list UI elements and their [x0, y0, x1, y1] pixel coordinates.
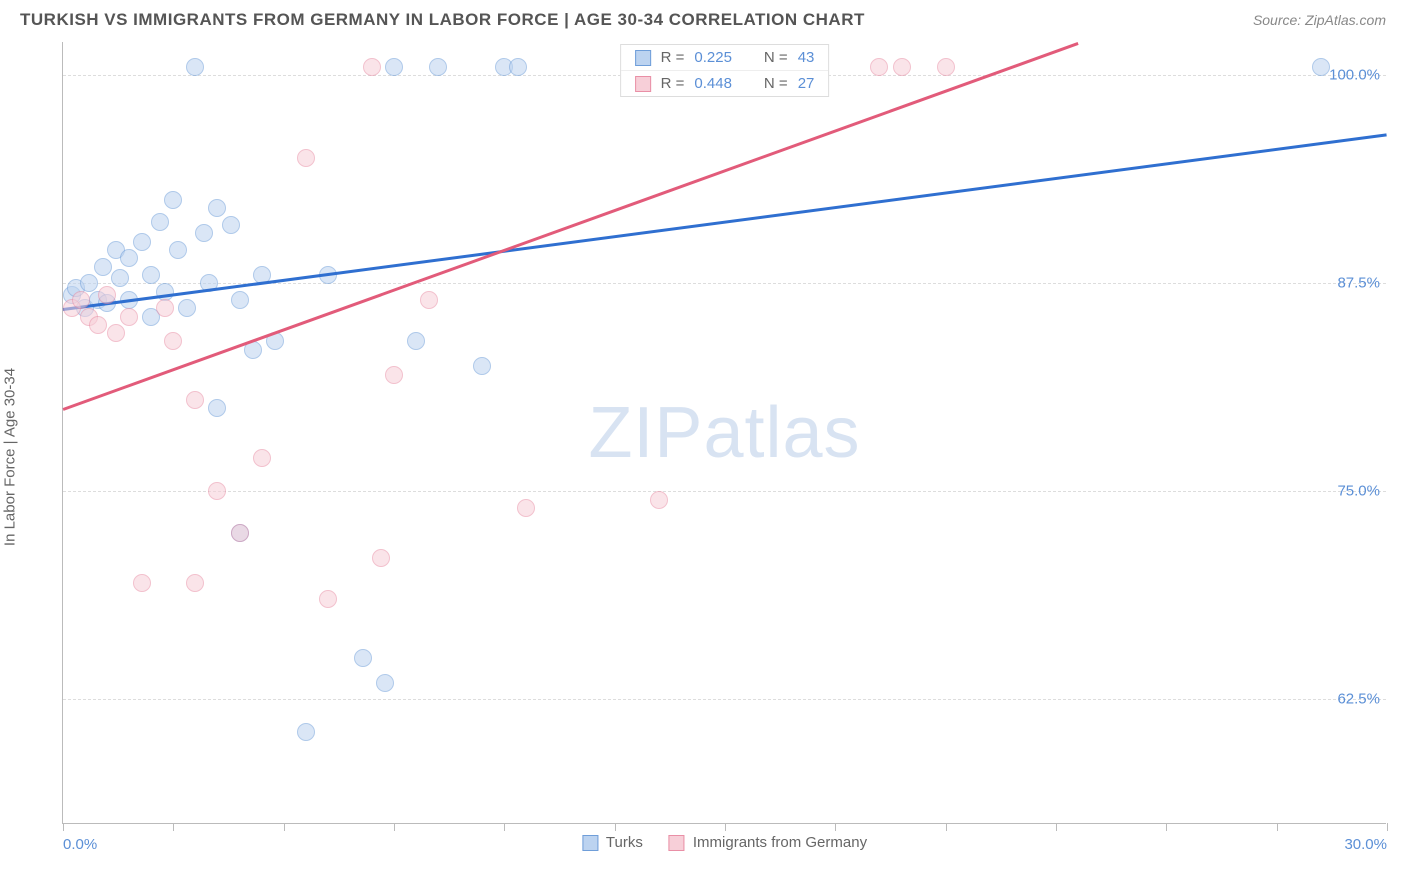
chart-container: In Labor Force | Age 30-34 ZIPatlas R =0… — [20, 42, 1386, 872]
chart-source: Source: ZipAtlas.com — [1253, 12, 1386, 28]
data-point-turks — [509, 58, 527, 76]
series-legend-label: Turks — [606, 834, 643, 851]
x-tick — [63, 823, 64, 831]
data-point-germany — [89, 316, 107, 334]
data-point-germany — [363, 58, 381, 76]
x-tick — [946, 823, 947, 831]
legend-n-label: N = — [764, 75, 788, 92]
data-point-germany — [156, 299, 174, 317]
data-point-turks — [222, 216, 240, 234]
data-point-germany — [893, 58, 911, 76]
data-point-turks — [195, 224, 213, 242]
x-tick — [504, 823, 505, 831]
data-point-germany — [937, 58, 955, 76]
x-tick — [1277, 823, 1278, 831]
data-point-germany — [870, 58, 888, 76]
data-point-turks — [208, 399, 226, 417]
legend-n-value: 27 — [798, 75, 815, 92]
data-point-turks — [407, 332, 425, 350]
correlation-legend: R = 0.225 N = 43 R = 0.448 N = 27 — [620, 44, 830, 97]
plot-area: ZIPatlas R =0.225N =43R =0.448N =27 Turk… — [62, 42, 1386, 824]
data-point-germany — [186, 391, 204, 409]
x-tick — [615, 823, 616, 831]
x-tick — [1387, 823, 1388, 831]
x-tick — [284, 823, 285, 831]
data-point-turks — [297, 723, 315, 741]
y-tick-label: 62.5% — [1337, 691, 1380, 708]
data-point-turks — [164, 191, 182, 209]
watermark: ZIPatlas — [588, 392, 860, 474]
data-point-germany — [186, 574, 204, 592]
legend-r-label: R = — [661, 75, 685, 92]
data-point-germany — [385, 366, 403, 384]
data-point-germany — [107, 324, 125, 342]
data-point-turks — [111, 269, 129, 287]
data-point-germany — [164, 332, 182, 350]
legend-row-germany: R = 0.448 N = 27 — [621, 70, 829, 96]
legend-swatch — [582, 835, 598, 851]
data-point-germany — [133, 574, 151, 592]
data-point-germany — [253, 449, 271, 467]
data-point-germany — [517, 499, 535, 517]
legend-r-label: R = — [661, 49, 685, 66]
chart-title: TURKISH VS IMMIGRANTS FROM GERMANY IN LA… — [20, 10, 865, 30]
data-point-germany — [98, 286, 116, 304]
x-tick — [173, 823, 174, 831]
series-legend-item-turks: Turks — [582, 834, 643, 851]
y-tick-label: 100.0% — [1329, 67, 1380, 84]
legend-row-turks: R = 0.225 N = 43 — [621, 45, 829, 70]
x-tick — [835, 823, 836, 831]
data-point-turks — [169, 241, 187, 259]
trendline-germany — [63, 42, 1079, 410]
data-point-turks — [94, 258, 112, 276]
data-point-turks — [80, 274, 98, 292]
y-tick-label: 87.5% — [1337, 275, 1380, 292]
data-point-turks — [120, 249, 138, 267]
legend-r-value: 0.448 — [694, 75, 732, 92]
data-point-germany — [120, 308, 138, 326]
x-tick — [394, 823, 395, 831]
x-tick — [725, 823, 726, 831]
data-point-turks — [208, 199, 226, 217]
x-tick-label: 30.0% — [1344, 836, 1387, 853]
data-point-germany — [319, 590, 337, 608]
data-point-germany — [372, 549, 390, 567]
y-tick-label: 75.0% — [1337, 483, 1380, 500]
gridline — [63, 491, 1386, 492]
data-point-turks — [151, 213, 169, 231]
legend-swatch — [635, 76, 651, 92]
data-point-turks — [1312, 58, 1330, 76]
data-point-turks — [376, 674, 394, 692]
data-point-germany — [231, 524, 249, 542]
series-legend-item-germany: Immigrants from Germany — [669, 834, 867, 851]
x-tick — [1056, 823, 1057, 831]
data-point-germany — [208, 482, 226, 500]
data-point-germany — [72, 291, 90, 309]
data-point-turks — [385, 58, 403, 76]
x-tick — [1166, 823, 1167, 831]
legend-swatch — [635, 50, 651, 66]
data-point-turks — [354, 649, 372, 667]
data-point-germany — [650, 491, 668, 509]
data-point-turks — [231, 291, 249, 309]
data-point-germany — [420, 291, 438, 309]
data-point-turks — [429, 58, 447, 76]
series-legend-label: Immigrants from Germany — [693, 834, 867, 851]
legend-n-value: 43 — [798, 49, 815, 66]
data-point-turks — [186, 58, 204, 76]
legend-n-label: N = — [764, 49, 788, 66]
data-point-germany — [297, 149, 315, 167]
data-point-turks — [133, 233, 151, 251]
data-point-turks — [473, 357, 491, 375]
data-point-turks — [142, 266, 160, 284]
x-tick-label: 0.0% — [63, 836, 97, 853]
y-axis-label: In Labor Force | Age 30-34 — [2, 368, 19, 546]
series-legend: Turks Immigrants from Germany — [582, 834, 867, 851]
data-point-turks — [178, 299, 196, 317]
gridline — [63, 699, 1386, 700]
legend-swatch — [669, 835, 685, 851]
legend-r-value: 0.225 — [694, 49, 732, 66]
